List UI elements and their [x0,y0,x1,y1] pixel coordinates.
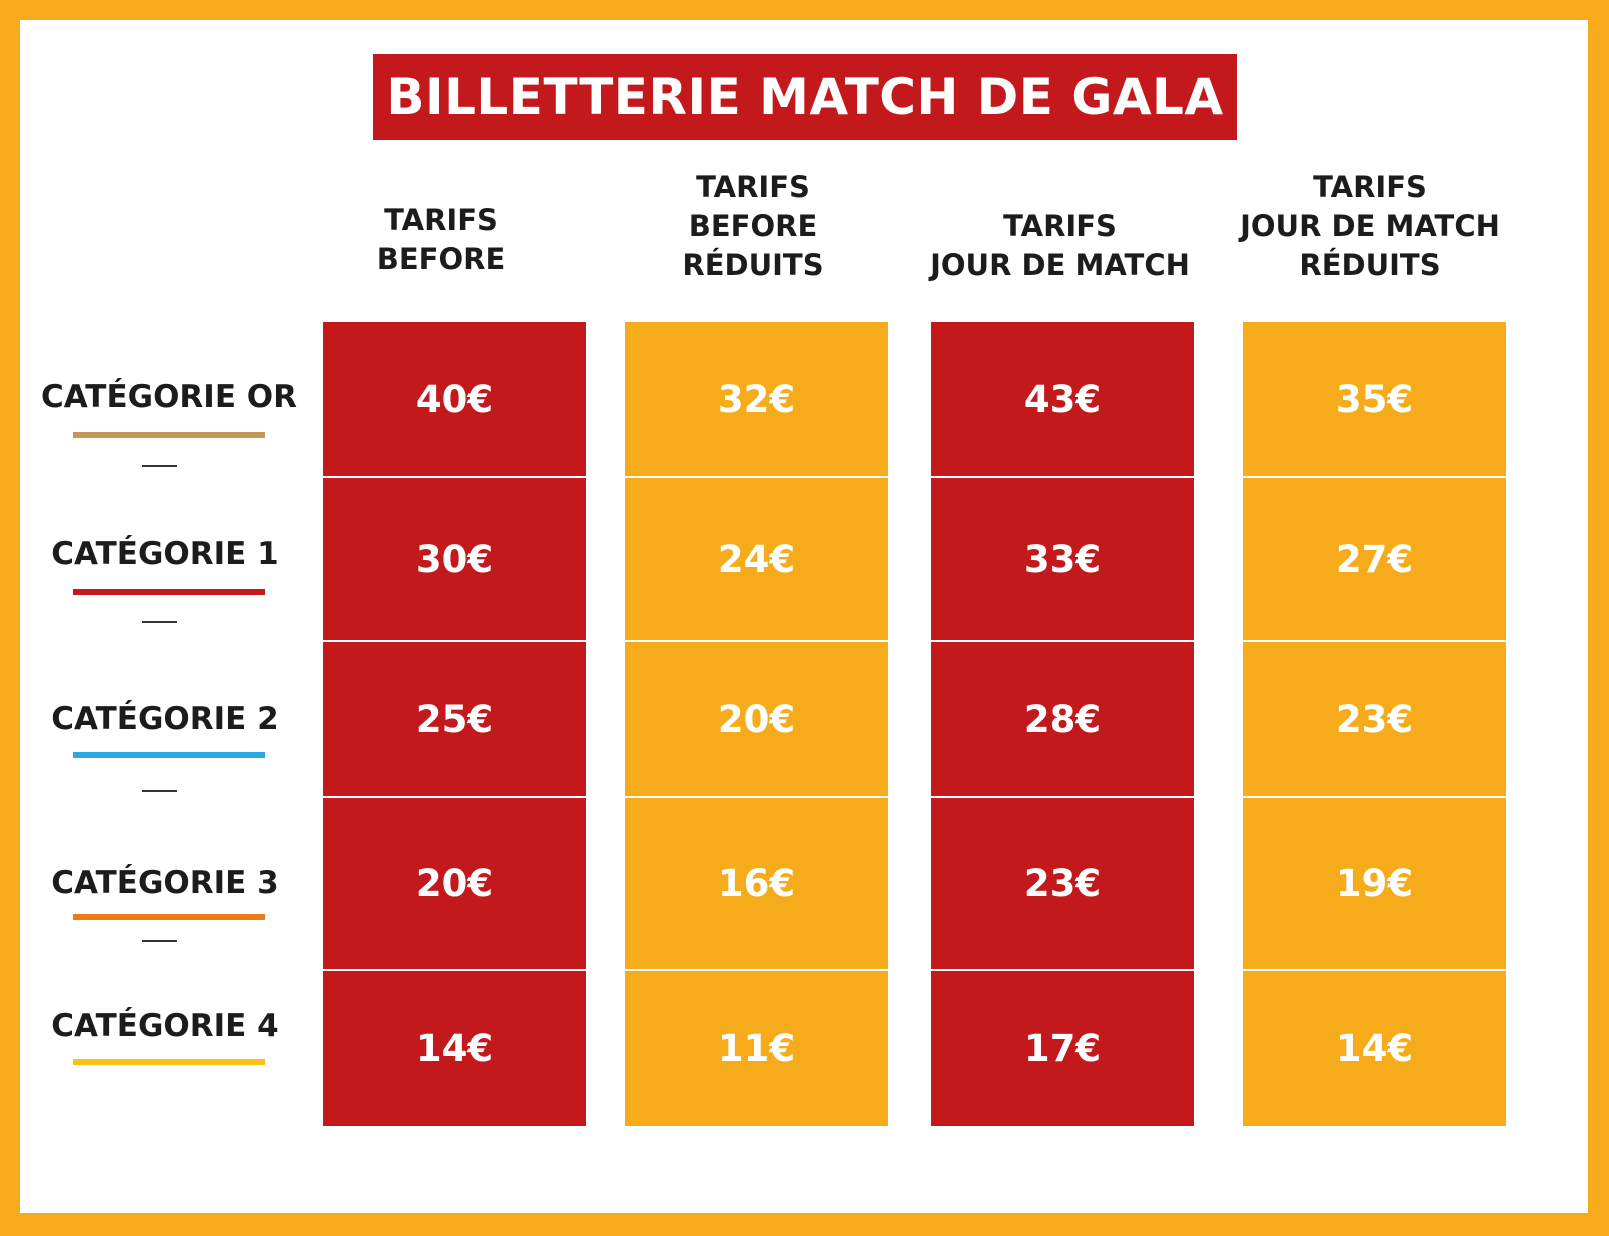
price-cell: 27€ [1243,478,1506,640]
category-divider [142,465,177,467]
column-header-line: JOUR DE MATCH [1240,209,1500,243]
price-cell: 35€ [1243,322,1506,476]
price-cell: 19€ [1243,798,1506,969]
price-cell: 25€ [323,642,586,796]
price-cell: 14€ [1243,971,1506,1126]
column-header-line: RÉDUITS [1299,248,1441,282]
category-label-or: CATÉGORIE OR [40,379,298,415]
category-label-2: CATÉGORIE 2 [51,701,279,737]
column-header-tarifs-before-reduits: TARIFS BEFORE RÉDUITS [633,168,873,285]
price-cell: 20€ [625,642,888,796]
column-header-line: RÉDUITS [682,248,824,282]
price-cell: 28€ [931,642,1194,796]
price-cell: 23€ [931,798,1194,969]
category-divider [142,790,177,792]
category-label-4: CATÉGORIE 4 [51,1008,279,1044]
price-cell: 32€ [625,322,888,476]
column-header-tarifs-before: TARIFS BEFORE [341,201,541,279]
price-cell: 24€ [625,478,888,640]
price-cell: 20€ [323,798,586,969]
column-header-line: BEFORE [688,209,818,243]
price-cell: 11€ [625,971,888,1126]
category-color-line-1 [73,589,265,595]
column-header-line: BEFORE [376,242,506,276]
category-label-1: CATÉGORIE 1 [51,536,279,572]
category-color-line-2 [73,752,265,758]
column-header-line: JOUR DE MATCH [930,248,1190,282]
price-cell: 43€ [931,322,1194,476]
category-color-line-3 [73,914,265,920]
column-header-line: TARIFS [1313,170,1427,204]
column-header-tarifs-jour-de-match: TARIFS JOUR DE MATCH [920,207,1200,285]
category-color-line-or [73,432,265,438]
price-cell: 30€ [323,478,586,640]
price-cell: 33€ [931,478,1194,640]
price-cell: 14€ [323,971,586,1126]
price-cell: 23€ [1243,642,1506,796]
price-cell: 16€ [625,798,888,969]
price-cell: 17€ [931,971,1194,1126]
column-header-line: TARIFS [696,170,810,204]
category-divider [142,621,177,623]
page-title: BILLETTERIE MATCH DE GALA [373,54,1237,140]
column-header-line: TARIFS [384,203,498,237]
category-divider [142,940,177,942]
category-label-3: CATÉGORIE 3 [51,865,279,901]
column-header-tarifs-jour-de-match-reduits: TARIFS JOUR DE MATCH RÉDUITS [1230,168,1510,285]
price-cell: 40€ [323,322,586,476]
column-header-line: TARIFS [1003,209,1117,243]
category-color-line-4 [73,1059,265,1065]
